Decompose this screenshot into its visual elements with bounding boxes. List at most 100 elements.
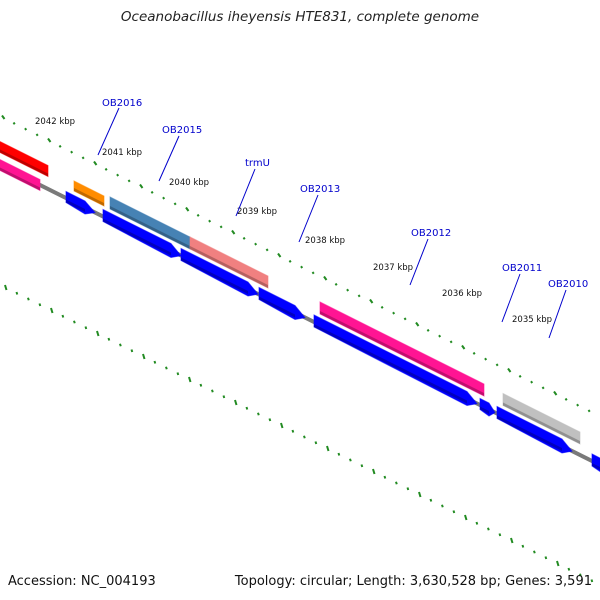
tick-mark <box>349 458 352 462</box>
tick-mark <box>521 544 525 548</box>
feature-shadow <box>103 218 171 256</box>
tick-mark <box>265 248 269 252</box>
tick-mark <box>395 481 398 485</box>
feature-shadow <box>181 257 248 294</box>
tick-mark <box>372 468 376 475</box>
tick-label: 2041 kbp <box>102 148 142 158</box>
tick-mark <box>449 340 453 344</box>
gene-feature <box>258 286 306 321</box>
tick-mark <box>300 265 304 269</box>
gene-leader-line <box>501 273 521 323</box>
gene-label: OB2015 <box>162 125 202 136</box>
tick-mark <box>153 360 157 364</box>
tick-mark <box>544 556 548 560</box>
tick-mark <box>291 429 295 433</box>
tick-mark <box>579 573 582 577</box>
genome-title: Oceanobacillus iheyensis HTE831, complet… <box>120 9 480 25</box>
tick-mark <box>452 510 456 514</box>
tick-label: 2038 kbp <box>305 236 345 246</box>
tick-mark <box>93 160 98 166</box>
tick-mark <box>84 326 88 330</box>
gene-feature <box>0 158 41 192</box>
gene-feature <box>102 208 182 259</box>
gene-leader-line <box>409 238 429 286</box>
genome-summary-text: Topology: circular; Length: 3,630,528 bp… <box>234 574 592 589</box>
tick-mark <box>323 275 328 281</box>
tick-mark <box>104 167 108 171</box>
tick-mark <box>564 397 568 401</box>
tick-mark <box>429 498 433 502</box>
tick-mark <box>311 271 315 275</box>
gene-label: OB2016 <box>102 98 142 109</box>
tick-mark <box>587 409 591 413</box>
tick-mark <box>360 464 364 468</box>
tick-label: 2037 kbp <box>373 263 413 273</box>
tick-mark <box>498 533 502 537</box>
tick-mark <box>165 366 168 370</box>
tick-mark <box>35 133 39 137</box>
feature-shadow <box>0 149 48 177</box>
feature-shadow <box>259 296 295 318</box>
tick-mark <box>185 206 190 212</box>
gene-leader-line <box>158 135 180 182</box>
tick-mark <box>510 537 514 544</box>
tick-mark <box>406 487 410 491</box>
tick-mark <box>346 288 350 292</box>
tick-mark <box>162 196 166 200</box>
tick-mark <box>234 399 238 406</box>
tick-label: 2039 kbp <box>237 207 277 217</box>
tick-mark <box>119 343 122 347</box>
accession-text: Accession: NC_004193 <box>8 574 156 589</box>
tick-mark <box>530 380 534 384</box>
tick-mark <box>392 311 396 315</box>
tick-mark <box>142 353 146 360</box>
tick-mark <box>15 291 19 295</box>
tick-mark <box>303 435 306 439</box>
tick-mark <box>70 150 74 154</box>
tick-mark <box>81 156 85 160</box>
feature-shadow <box>190 246 268 288</box>
tick-mark <box>280 422 284 429</box>
tick-label: 2036 kbp <box>442 289 482 299</box>
tick-mark <box>518 374 522 378</box>
feature-shadow <box>314 324 467 404</box>
feature-shadow <box>592 463 600 470</box>
tick-mark <box>127 179 131 183</box>
feature-shadow <box>320 311 484 396</box>
tick-mark <box>464 514 468 521</box>
tick-mark <box>231 229 236 235</box>
tick-mark <box>403 317 407 321</box>
tick-label: 2035 kbp <box>512 315 552 325</box>
tick-mark <box>254 242 258 246</box>
tick-mark <box>38 303 42 307</box>
tick-mark <box>533 550 536 554</box>
tick-mark <box>461 344 466 350</box>
tick-mark <box>326 445 330 452</box>
tick-mark <box>472 351 476 355</box>
tick-mark <box>337 452 341 456</box>
tick-mark <box>73 320 76 324</box>
gene-feature <box>479 397 496 417</box>
tick-mark <box>222 395 226 399</box>
tick-mark <box>150 190 154 194</box>
tick-mark <box>188 376 192 383</box>
tick-mark <box>590 579 594 583</box>
gene-feature <box>319 301 485 397</box>
tick-mark <box>208 219 212 223</box>
tick-mark <box>556 560 560 567</box>
tick-mark <box>176 372 180 376</box>
tick-mark <box>288 259 292 263</box>
tick-mark <box>107 337 111 341</box>
gene-feature <box>180 247 259 297</box>
tick-mark <box>47 137 52 143</box>
tick-mark <box>1 114 6 120</box>
tick-mark <box>380 305 384 309</box>
tick-mark <box>487 527 490 531</box>
tick-mark <box>334 282 338 286</box>
gene-feature <box>73 180 105 207</box>
gene-label: OB2010 <box>548 279 588 290</box>
tick-mark <box>130 349 134 353</box>
tick-mark <box>475 521 479 525</box>
tick-mark <box>314 441 318 445</box>
tick-mark <box>50 307 54 314</box>
